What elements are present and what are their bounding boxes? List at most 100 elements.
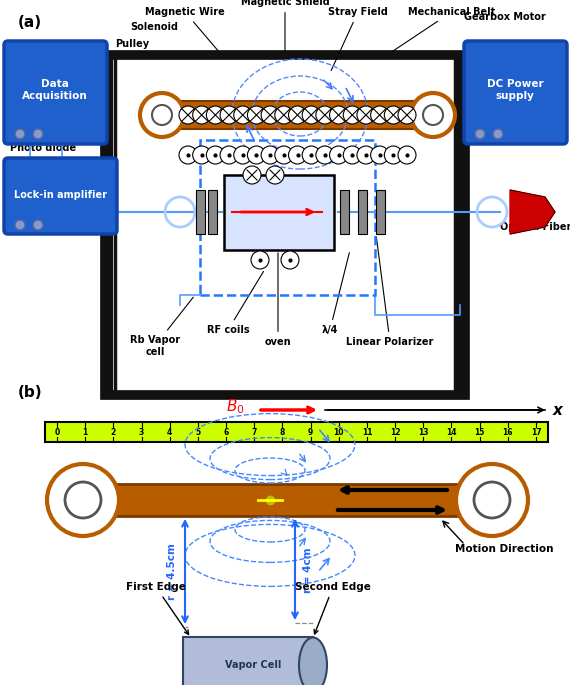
Bar: [110, 55, 460, 395]
Bar: [183, 637, 313, 685]
Text: r = 4cm: r = 4cm: [303, 547, 313, 593]
Circle shape: [475, 129, 485, 139]
Text: λ/4: λ/4: [322, 253, 349, 335]
Text: 11: 11: [362, 428, 372, 437]
Text: Lock-in amplifier: Lock-in amplifier: [14, 190, 107, 200]
Circle shape: [329, 106, 348, 124]
Text: 2: 2: [111, 428, 116, 437]
Circle shape: [343, 106, 361, 124]
Circle shape: [193, 146, 211, 164]
Circle shape: [234, 146, 252, 164]
Bar: [358, 190, 367, 234]
Text: 15: 15: [474, 428, 485, 437]
Text: oven: oven: [264, 253, 291, 347]
Text: 12: 12: [390, 428, 400, 437]
Text: 0: 0: [54, 428, 60, 437]
Text: 6: 6: [223, 428, 229, 437]
Bar: [208, 190, 217, 234]
Polygon shape: [510, 190, 555, 234]
Circle shape: [357, 146, 375, 164]
Text: $\boldsymbol{x}$: $\boldsymbol{x}$: [552, 403, 565, 417]
Circle shape: [47, 464, 119, 536]
Circle shape: [370, 146, 389, 164]
FancyBboxPatch shape: [4, 41, 107, 144]
Text: Pulley: Pulley: [115, 39, 149, 49]
Text: Rb Vapor
cell: Rb Vapor cell: [130, 297, 193, 357]
Circle shape: [288, 106, 307, 124]
Circle shape: [251, 251, 269, 269]
Text: 10: 10: [333, 428, 344, 437]
Circle shape: [243, 166, 261, 184]
Circle shape: [179, 106, 197, 124]
FancyBboxPatch shape: [464, 41, 567, 144]
Text: Stray Field: Stray Field: [328, 7, 388, 71]
Bar: [376, 190, 385, 234]
Circle shape: [329, 146, 348, 164]
Circle shape: [302, 106, 320, 124]
Text: Data
Acquisition: Data Acquisition: [22, 79, 88, 101]
Text: 1: 1: [83, 428, 88, 437]
Text: Optical Fiber: Optical Fiber: [500, 222, 570, 232]
Circle shape: [370, 106, 389, 124]
Circle shape: [140, 93, 184, 137]
Text: Magnetic Shield: Magnetic Shield: [241, 0, 329, 50]
Circle shape: [179, 146, 197, 164]
Bar: [45, 422, 548, 442]
Text: 8: 8: [280, 428, 285, 437]
Text: Magnetic Wire: Magnetic Wire: [145, 7, 225, 51]
Circle shape: [316, 146, 334, 164]
Circle shape: [33, 129, 43, 139]
Circle shape: [65, 482, 101, 518]
Bar: [340, 190, 349, 234]
Text: Motion Direction: Motion Direction: [455, 544, 553, 554]
Circle shape: [423, 105, 443, 125]
Circle shape: [411, 93, 455, 137]
Text: Second Edge: Second Edge: [295, 582, 371, 634]
Text: 16: 16: [503, 428, 513, 437]
Text: 9: 9: [308, 428, 313, 437]
Circle shape: [247, 146, 266, 164]
Circle shape: [316, 106, 334, 124]
Text: 13: 13: [418, 428, 429, 437]
Circle shape: [234, 106, 252, 124]
Text: Linear Polarizer: Linear Polarizer: [347, 237, 434, 347]
Text: 4: 4: [167, 428, 172, 437]
Text: DC Power
supply: DC Power supply: [487, 79, 543, 101]
Circle shape: [384, 106, 402, 124]
Circle shape: [193, 106, 211, 124]
Circle shape: [456, 464, 528, 536]
Text: r = 4.5cm: r = 4.5cm: [167, 544, 177, 601]
Text: Vapor Cell: Vapor Cell: [225, 660, 281, 670]
Bar: [162, 101, 433, 129]
Text: RF coils: RF coils: [207, 271, 263, 335]
Circle shape: [281, 251, 299, 269]
FancyBboxPatch shape: [4, 158, 117, 234]
Text: 3: 3: [139, 428, 144, 437]
Circle shape: [206, 146, 225, 164]
Circle shape: [261, 106, 279, 124]
Circle shape: [398, 146, 416, 164]
Circle shape: [15, 220, 25, 230]
Bar: [200, 140, 375, 295]
Ellipse shape: [299, 638, 327, 685]
Circle shape: [220, 146, 238, 164]
Text: Photo diode: Photo diode: [10, 143, 76, 153]
Bar: [115, 55, 455, 395]
Circle shape: [493, 129, 503, 139]
Circle shape: [474, 482, 510, 518]
Bar: [83, 484, 492, 516]
Circle shape: [152, 105, 172, 125]
Circle shape: [247, 106, 266, 124]
Circle shape: [15, 129, 25, 139]
Text: Gearbox Motor: Gearbox Motor: [464, 12, 545, 22]
Circle shape: [261, 146, 279, 164]
Polygon shape: [40, 196, 65, 228]
Circle shape: [398, 106, 416, 124]
Circle shape: [384, 146, 402, 164]
Text: 17: 17: [531, 428, 542, 437]
Circle shape: [220, 106, 238, 124]
Circle shape: [33, 220, 43, 230]
Text: Laser: Laser: [510, 204, 544, 214]
Bar: [105, 55, 465, 395]
Text: 5: 5: [196, 428, 201, 437]
